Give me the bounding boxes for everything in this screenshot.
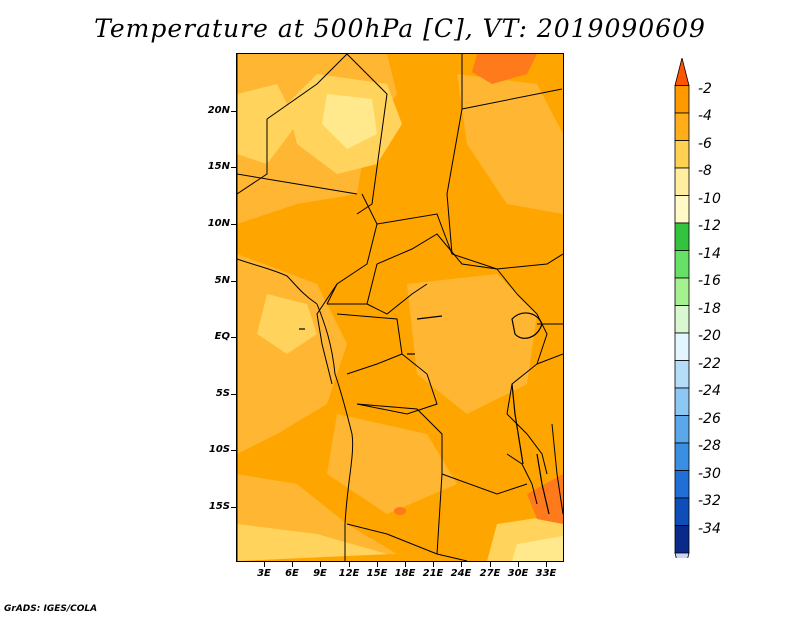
colorbar-segment [674,332,690,361]
lat-tick [231,450,236,451]
colorbar-label: -14 [698,246,721,262]
colorbar-segment [674,85,690,114]
lon-label-9e: 9E [313,568,327,579]
lat-label-10s: 10S [208,444,230,455]
lat-label-5n: 5N [214,275,230,286]
lat-tick [231,111,236,112]
lakes [299,312,550,515]
field-patch-hot-small [394,507,406,515]
field-patch-gulf [257,294,317,354]
colorbar-segment [674,442,690,471]
colorbar-segment [674,497,690,526]
colorbar [674,58,690,558]
colorbar-label: -34 [698,521,721,537]
lat-label-15n: 15N [207,161,230,172]
lon-tick [405,562,406,567]
lon-tick [320,562,321,567]
colorbar-label: -16 [698,273,721,289]
lon-tick [518,562,519,567]
lon-tick [433,562,434,567]
field-patch-pale-south-east [512,536,563,561]
colorbar-label: -26 [698,411,721,427]
colorbar-segment [674,470,690,499]
lon-label-24e: 24E [450,568,472,579]
colorbar-segment [674,415,690,444]
colorbar-label: -2 [698,81,712,97]
colorbar-label: -30 [698,466,721,482]
field-patch-north-east [457,74,563,214]
colorbar-label: -6 [698,136,712,152]
colorbar-segment [674,277,690,306]
field-patch-south-edge [237,524,387,561]
colorbar-bottom-arrow [674,552,690,558]
lat-label-10n: 10N [207,218,230,229]
lon-label-33e: 33E [535,568,557,579]
field-patch-hot-north [472,54,537,84]
lon-tick [377,562,378,567]
map-title: Temperature at 500hPa [C], VT: 201909060… [94,14,706,43]
lat-label-5s: 5S [215,388,230,399]
colorbar-segment [674,360,690,389]
lon-label-12e: 12E [338,568,360,579]
lon-label-27e: 27E [479,568,501,579]
lat-tick [231,337,236,338]
lat-label-15s: 15S [208,501,230,512]
field-patch-central [407,274,537,414]
lon-label-30e: 30E [507,568,529,579]
lat-label-20n: 20N [207,105,230,116]
lon-label-21e: 21E [422,568,444,579]
colorbar-segment [674,525,690,554]
colorbar-segment [674,140,690,169]
lon-label-3e: 3E [257,568,271,579]
lat-tick [231,167,236,168]
colorbar-label: -24 [698,383,721,399]
lon-tick [461,562,462,567]
field-patch-south [327,414,457,514]
colorbar-segment [674,305,690,334]
lat-tick [231,394,236,395]
colorbar-label: -8 [698,163,712,179]
colorbar-segment [674,250,690,279]
temperature-field [237,54,563,561]
colorbar-top-arrow [674,58,690,86]
lon-tick [349,562,350,567]
colorbar-label: -4 [698,108,712,124]
colorbar-segment [674,222,690,251]
colorbar-label: -22 [698,356,721,372]
colorbar-label: -28 [698,438,721,454]
lon-tick [292,562,293,567]
lat-label-eq: EQ [214,331,230,342]
colorbar-label: -32 [698,493,721,509]
country-borders [237,54,563,561]
colorbar-label: -12 [698,218,721,234]
lon-tick [490,562,491,567]
colorbar-segment [674,387,690,416]
colorbar-segment [674,112,690,141]
lon-tick [546,562,547,567]
colorbar-label: -20 [698,328,721,344]
lat-tick [231,507,236,508]
lon-label-15e: 15E [366,568,388,579]
lon-tick [264,562,265,567]
colorbar-segment [674,195,690,224]
lon-label-18e: 18E [394,568,416,579]
lon-label-6e: 6E [285,568,299,579]
map-panel [236,53,564,562]
colorbar-segment [674,167,690,196]
colorbar-label: -18 [698,301,721,317]
grads-credit: GrADS: IGES/COLA [4,604,98,614]
lat-tick [231,224,236,225]
colorbar-label: -10 [698,191,721,207]
field-patch-pale-sahara [322,94,377,149]
lat-tick [231,281,236,282]
